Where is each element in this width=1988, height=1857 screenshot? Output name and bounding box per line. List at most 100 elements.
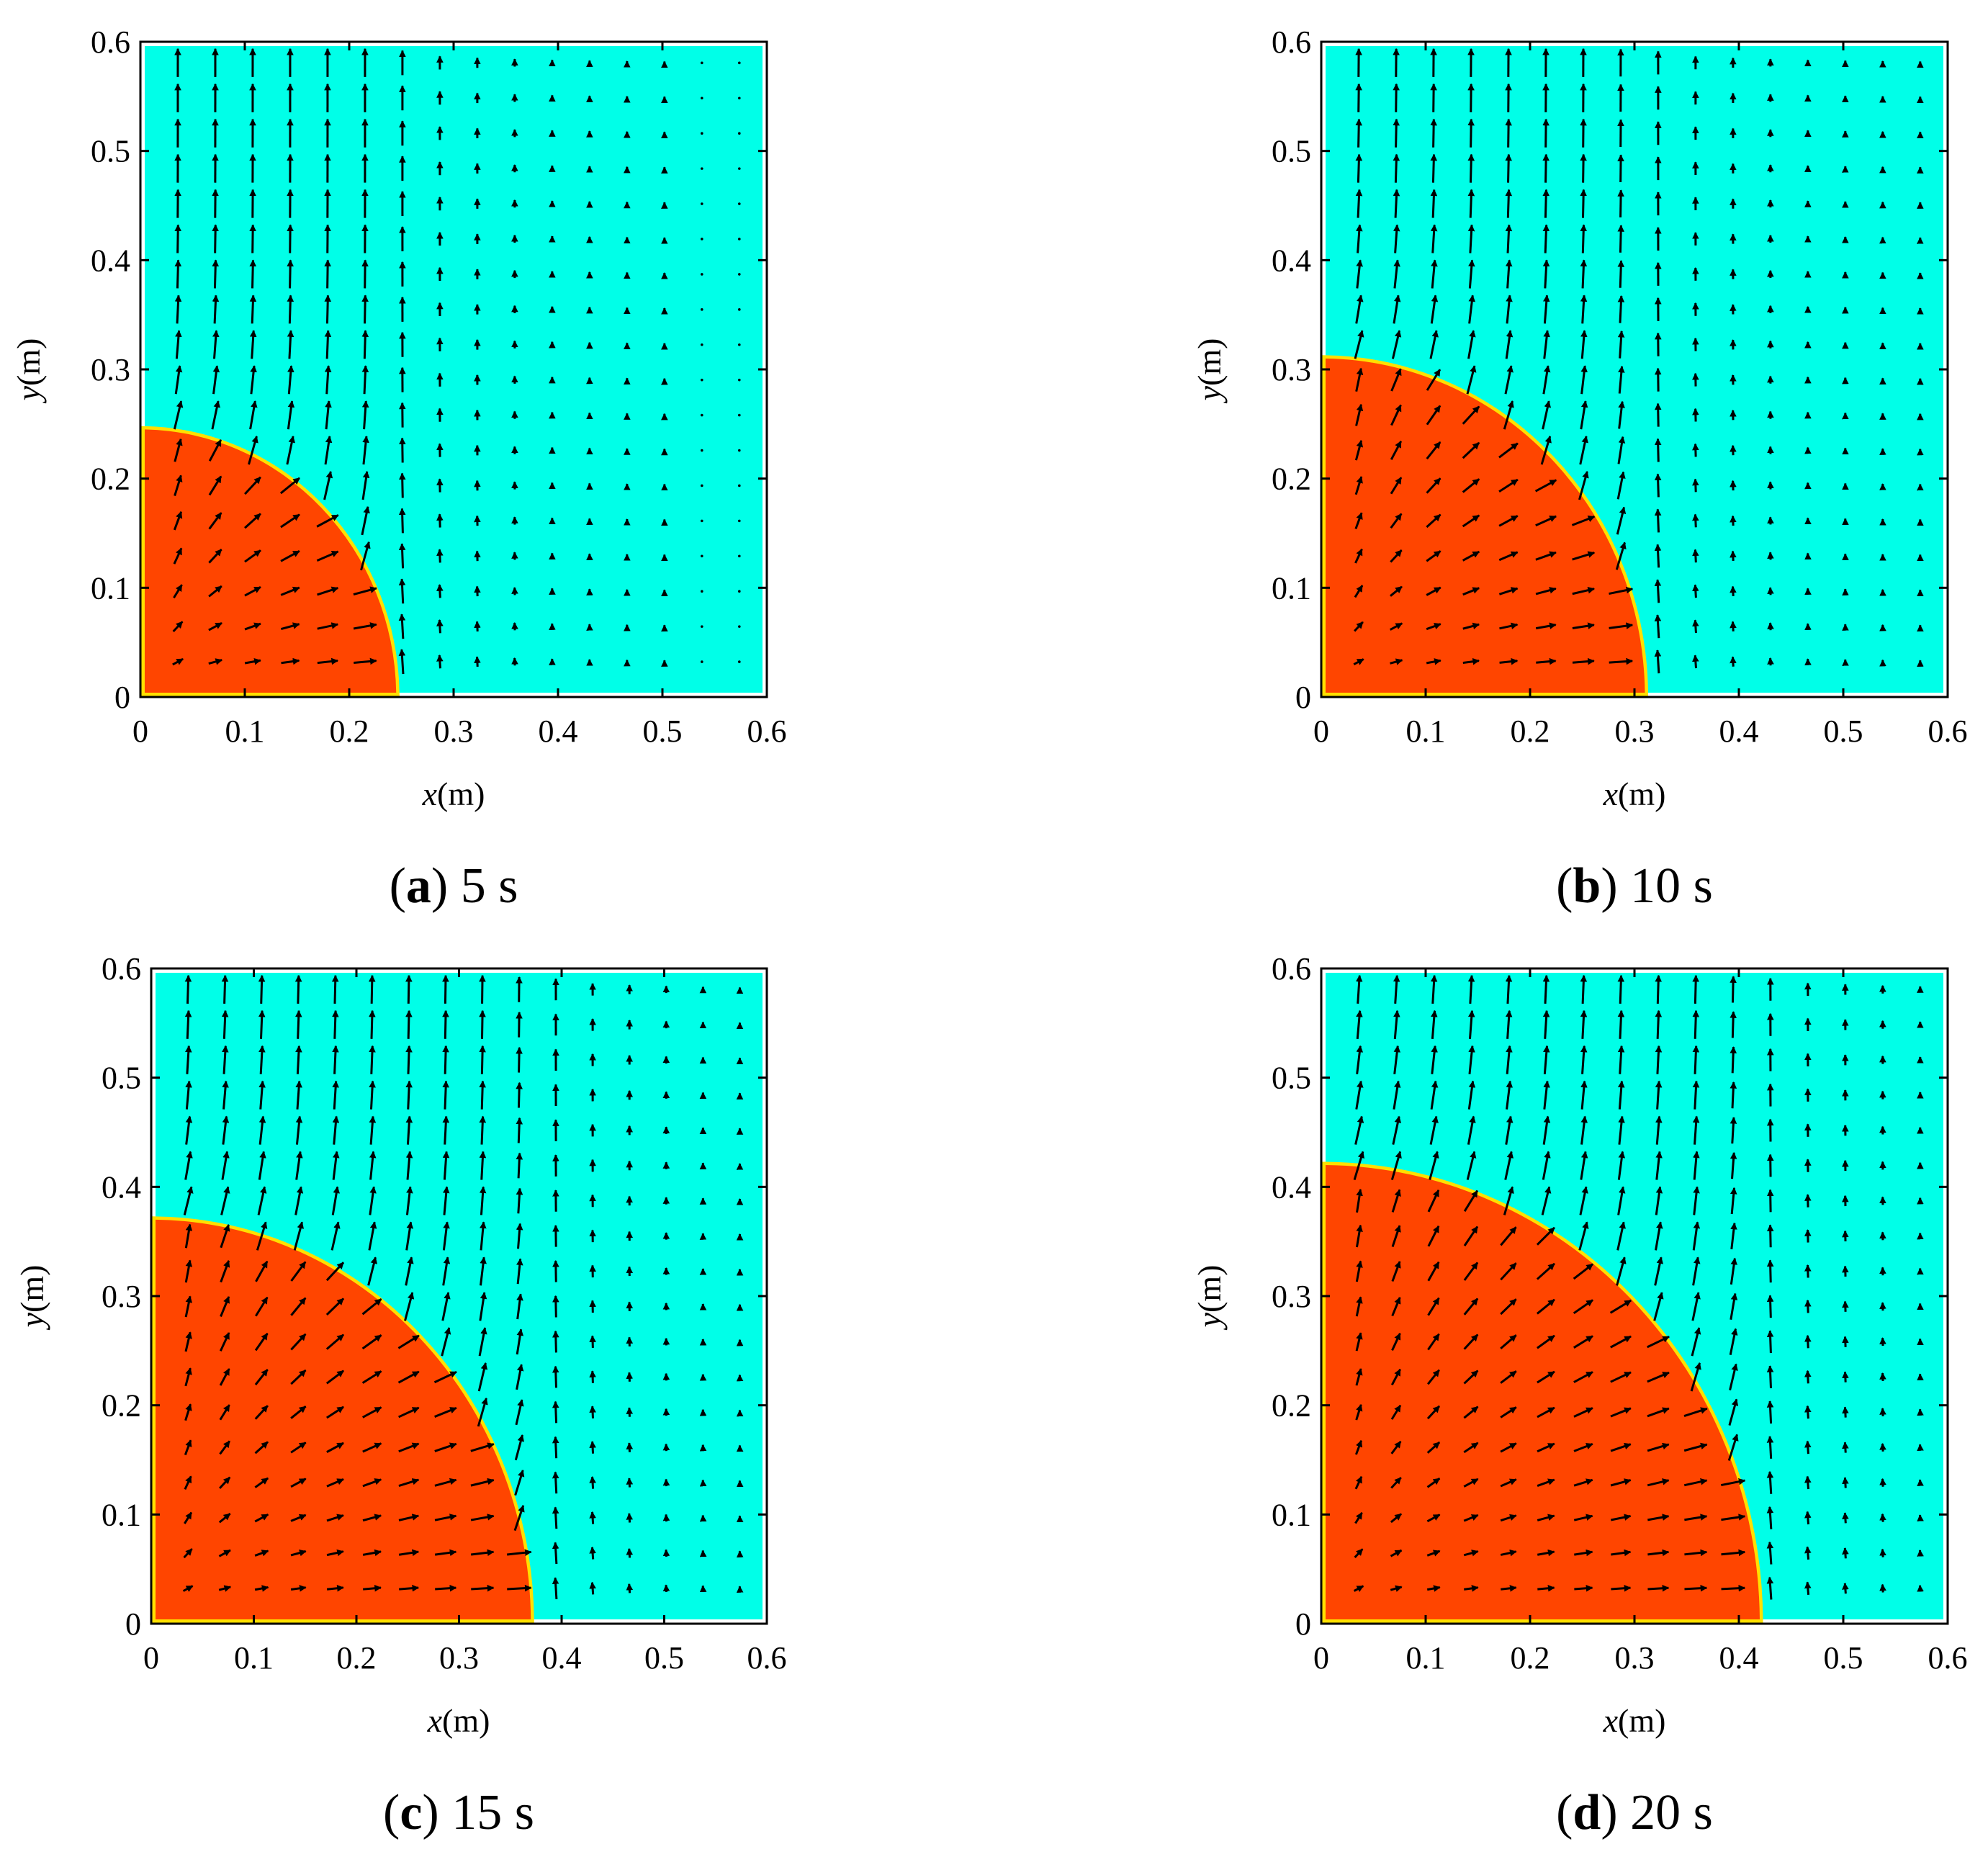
velocity-arrow bbox=[1804, 1299, 1812, 1313]
velocity-arrow bbox=[1572, 657, 1595, 665]
velocity-arrow bbox=[1727, 1434, 1739, 1461]
x-tick-label: 0.6 bbox=[1928, 1640, 1968, 1676]
velocity-arrow bbox=[1500, 1442, 1517, 1453]
velocity-arrow bbox=[513, 1504, 525, 1532]
velocity-arrow bbox=[1504, 365, 1514, 395]
velocity-arrow bbox=[1390, 1585, 1403, 1592]
velocity-arrow bbox=[1766, 1400, 1774, 1424]
panel-d: 0 0.1 0.2 0.3 0.4 0.5 0.6 0 0.1 0.2 0.3 0.4 0.5 0.6 x… bbox=[1191, 951, 1968, 1840]
velocity-arrow bbox=[1500, 1549, 1517, 1557]
velocity-arrow bbox=[1692, 1010, 1700, 1039]
velocity-arrow bbox=[1842, 1336, 1849, 1347]
velocity-arrow bbox=[1393, 189, 1400, 218]
velocity-arrow bbox=[662, 1549, 670, 1557]
velocity-arrow bbox=[626, 1583, 634, 1593]
velocity-arrow bbox=[1355, 1403, 1363, 1421]
velocity-arrow bbox=[1354, 476, 1363, 495]
velocity-arrow bbox=[1610, 1442, 1632, 1452]
velocity-arrow bbox=[1655, 1080, 1663, 1110]
velocity-arrow bbox=[290, 1333, 307, 1351]
x-tick-label: 0.2 bbox=[1511, 1640, 1550, 1676]
velocity-arrow bbox=[1616, 1256, 1627, 1286]
velocity-arrow bbox=[1574, 1549, 1593, 1557]
velocity-arrow bbox=[1391, 1332, 1401, 1352]
velocity-arrow bbox=[516, 1364, 524, 1390]
velocity-arrow bbox=[208, 621, 222, 631]
x-tick-label: 0.3 bbox=[439, 1640, 479, 1676]
velocity-arrow bbox=[295, 1151, 303, 1180]
velocity-arrow bbox=[369, 1151, 377, 1180]
velocity-arrow bbox=[1690, 1362, 1701, 1392]
velocity-arrow bbox=[1542, 974, 1550, 1004]
y-axis-label: y(m) bbox=[10, 338, 47, 404]
velocity-arrow bbox=[184, 1403, 192, 1421]
velocity-arrow bbox=[1692, 584, 1699, 598]
velocity-arrow bbox=[287, 365, 294, 395]
velocity-arrow bbox=[369, 1045, 376, 1074]
velocity-arrow bbox=[1684, 1584, 1708, 1592]
velocity-arrow bbox=[470, 1478, 495, 1487]
velocity-arrow bbox=[326, 1442, 344, 1453]
velocity-arrow bbox=[436, 549, 444, 563]
velocity-arrow bbox=[324, 294, 332, 324]
velocity-arrow bbox=[701, 625, 703, 628]
velocity-arrow bbox=[1617, 1080, 1625, 1110]
y-tick-label: 0.3 bbox=[91, 352, 130, 387]
velocity-arrow bbox=[1616, 1221, 1626, 1251]
velocity-arrow bbox=[1355, 1368, 1363, 1386]
velocity-arrow bbox=[254, 1550, 269, 1557]
velocity-arrow bbox=[254, 1441, 269, 1454]
velocity-arrow bbox=[1537, 1585, 1555, 1592]
y-tick-label: 0 bbox=[114, 680, 130, 715]
y-tick-label: 0.5 bbox=[91, 134, 130, 169]
velocity-arrow bbox=[1610, 1371, 1632, 1383]
velocity-arrow bbox=[552, 1295, 559, 1318]
velocity-arrow bbox=[1426, 1405, 1441, 1420]
x-tick-label: 0.6 bbox=[747, 1640, 787, 1676]
velocity-arrow bbox=[1462, 622, 1480, 630]
velocity-arrow bbox=[324, 436, 333, 465]
velocity-arrow bbox=[701, 273, 703, 276]
velocity-arrow bbox=[290, 1406, 307, 1419]
velocity-arrow bbox=[480, 1221, 487, 1251]
panel-caption: (a) 5 s bbox=[390, 858, 518, 914]
velocity-arrow bbox=[479, 1151, 487, 1180]
caption-letter: b bbox=[1573, 858, 1601, 914]
y-tick-label: 0.5 bbox=[1272, 134, 1311, 169]
velocity-arrow bbox=[662, 1584, 670, 1592]
velocity-arrow bbox=[1580, 294, 1588, 324]
velocity-arrow bbox=[1431, 1010, 1438, 1039]
velocity-arrow bbox=[1879, 1372, 1886, 1382]
velocity-arrow bbox=[1355, 224, 1363, 253]
velocity-arrow bbox=[1466, 365, 1477, 395]
velocity-arrow bbox=[1467, 1010, 1475, 1039]
x-axis-var: x bbox=[422, 775, 438, 812]
velocity-arrow bbox=[294, 1010, 302, 1039]
caption-letter: d bbox=[1573, 1785, 1601, 1840]
velocity-arrow bbox=[1463, 1370, 1479, 1385]
velocity-arrow bbox=[332, 1115, 340, 1145]
velocity-arrow bbox=[1579, 436, 1588, 465]
velocity-arrow bbox=[1498, 515, 1519, 527]
velocity-arrow bbox=[1572, 622, 1595, 629]
velocity-arrow bbox=[701, 413, 703, 417]
velocity-arrow bbox=[1536, 657, 1557, 665]
velocity-arrow bbox=[361, 400, 369, 430]
velocity-arrow bbox=[1354, 1475, 1363, 1490]
velocity-arrow bbox=[254, 1405, 269, 1420]
velocity-arrow bbox=[1468, 1045, 1475, 1074]
y-tick-label: 0 bbox=[1295, 680, 1311, 715]
velocity-arrow bbox=[1692, 974, 1699, 1004]
velocity-arrow bbox=[1804, 1440, 1812, 1454]
velocity-arrow bbox=[405, 1115, 413, 1145]
y-tick-label: 0.1 bbox=[1272, 1497, 1311, 1532]
velocity-arrow bbox=[1505, 224, 1513, 253]
y-axis-label: y(m) bbox=[14, 1265, 50, 1331]
velocity-arrow bbox=[1500, 1262, 1517, 1281]
velocity-arrow bbox=[280, 586, 300, 596]
velocity-arrow bbox=[434, 1549, 457, 1557]
velocity-arrow bbox=[208, 585, 222, 598]
velocity-arrow bbox=[477, 1362, 488, 1392]
x-axis-var: x bbox=[1603, 775, 1619, 812]
gravity-current-core bbox=[1326, 358, 1645, 693]
